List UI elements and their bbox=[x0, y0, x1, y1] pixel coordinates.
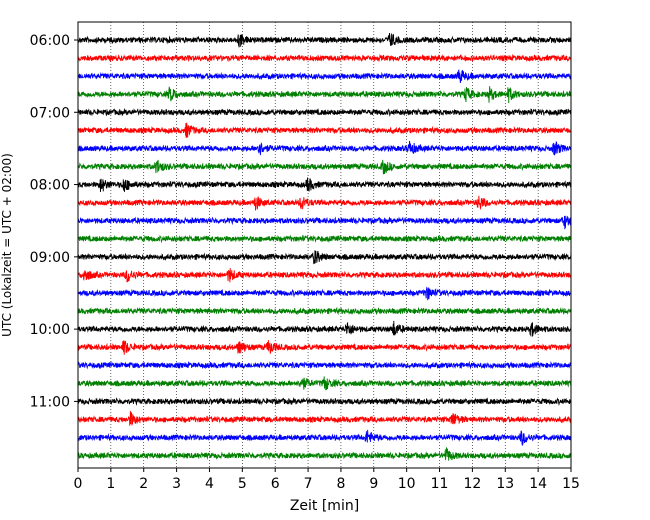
trace-0930 bbox=[77, 286, 572, 301]
trace-0600 bbox=[77, 32, 572, 48]
x-axis-title: Zeit [min] bbox=[290, 498, 359, 514]
trace-0945 bbox=[77, 306, 572, 316]
trace-0630 bbox=[77, 69, 572, 83]
trace-0845 bbox=[77, 234, 572, 244]
x-tick-label-13: 13 bbox=[496, 476, 514, 492]
trace-0815 bbox=[77, 195, 572, 211]
y-tick-label-0800: 08:00 bbox=[30, 178, 70, 194]
trace-0645 bbox=[77, 86, 572, 104]
trace-1030 bbox=[77, 360, 572, 370]
trace-0715 bbox=[77, 122, 572, 138]
plot-frame bbox=[77, 21, 572, 469]
trace-0830 bbox=[77, 215, 572, 230]
trace-1045 bbox=[77, 376, 572, 391]
x-tick-label-11: 11 bbox=[431, 476, 449, 492]
y-axis-ticks: 06:00 07:00 08:00 09:00 10:00 11:00 bbox=[30, 33, 78, 410]
x-tick-label-4: 4 bbox=[205, 476, 214, 492]
x-tick-label-12: 12 bbox=[463, 476, 481, 492]
x-tick-label-2: 2 bbox=[139, 476, 148, 492]
trace-0745 bbox=[77, 159, 572, 175]
trace-0615 bbox=[77, 53, 572, 63]
trace-1145 bbox=[77, 447, 572, 461]
x-tick-label-9: 9 bbox=[369, 476, 378, 492]
seismic-traces bbox=[77, 32, 572, 461]
x-tick-label-10: 10 bbox=[398, 476, 416, 492]
trace-1015 bbox=[77, 340, 572, 355]
x-tick-label-1: 1 bbox=[106, 476, 115, 492]
x-tick-label-7: 7 bbox=[304, 476, 313, 492]
x-tick-label-0: 0 bbox=[74, 476, 83, 492]
x-tick-label-3: 3 bbox=[172, 476, 181, 492]
trace-0730 bbox=[77, 140, 572, 156]
y-tick-label-0600: 06:00 bbox=[30, 33, 70, 49]
y-tick-label-0700: 07:00 bbox=[30, 105, 70, 121]
y-tick-label-1100: 11:00 bbox=[30, 394, 70, 410]
trace-0700 bbox=[77, 107, 572, 117]
trace-1115 bbox=[77, 410, 572, 426]
x-tick-label-14: 14 bbox=[529, 476, 547, 492]
trace-0915 bbox=[77, 268, 572, 283]
x-tick-label-8: 8 bbox=[336, 476, 345, 492]
trace-0900 bbox=[77, 250, 572, 265]
x-tick-label-15: 15 bbox=[562, 476, 580, 492]
trace-1000 bbox=[77, 320, 572, 337]
trace-1130 bbox=[77, 429, 572, 446]
x-tick-label-6: 6 bbox=[271, 476, 280, 492]
grid-lines bbox=[110, 22, 539, 468]
trace-1100 bbox=[77, 397, 572, 407]
x-tick-label-5: 5 bbox=[238, 476, 247, 492]
trace-0800 bbox=[77, 177, 572, 193]
y-axis-title: UTC (Lokalzeit = UTC + 02:00) bbox=[0, 153, 14, 337]
y-tick-label-1000: 10:00 bbox=[30, 322, 70, 338]
x-axis-ticks: 0 1 2 3 4 5 6 7 8 9 10 11 12 13 14 15 bbox=[74, 468, 580, 492]
y-tick-label-0900: 09:00 bbox=[30, 250, 70, 266]
